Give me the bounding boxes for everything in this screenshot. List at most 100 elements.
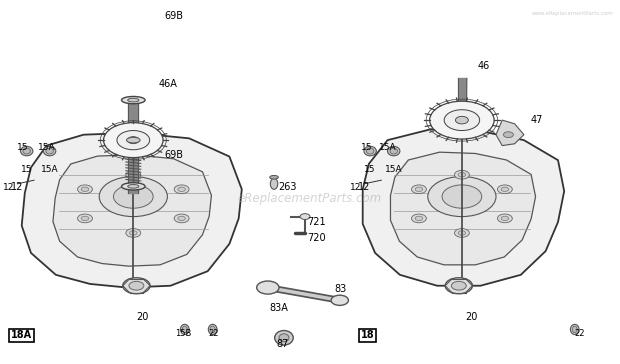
Circle shape <box>117 131 149 150</box>
Circle shape <box>174 214 189 223</box>
Text: 263: 263 <box>278 182 296 193</box>
Ellipse shape <box>122 96 145 104</box>
Text: 20: 20 <box>465 312 477 322</box>
Text: 12: 12 <box>11 182 24 193</box>
Ellipse shape <box>43 146 56 156</box>
Text: 12: 12 <box>350 183 361 192</box>
Ellipse shape <box>122 183 145 190</box>
Circle shape <box>178 187 185 191</box>
Text: 15B: 15B <box>175 329 191 337</box>
Circle shape <box>497 214 512 223</box>
Ellipse shape <box>570 324 579 335</box>
Text: 15: 15 <box>361 143 373 152</box>
Ellipse shape <box>275 331 293 345</box>
Ellipse shape <box>180 324 189 335</box>
Polygon shape <box>391 152 536 265</box>
Circle shape <box>501 187 508 191</box>
Ellipse shape <box>270 178 278 189</box>
Text: 22: 22 <box>209 329 219 337</box>
Circle shape <box>442 185 482 208</box>
Circle shape <box>430 101 494 139</box>
Circle shape <box>412 214 427 223</box>
Ellipse shape <box>366 148 374 154</box>
Ellipse shape <box>270 175 278 179</box>
Ellipse shape <box>20 146 33 156</box>
Circle shape <box>451 281 466 290</box>
Circle shape <box>81 187 89 191</box>
Ellipse shape <box>128 98 139 102</box>
Circle shape <box>81 216 89 221</box>
Circle shape <box>415 216 423 221</box>
Text: 69B: 69B <box>164 11 184 21</box>
Circle shape <box>130 231 137 235</box>
Text: 721: 721 <box>307 217 326 227</box>
Text: 15: 15 <box>17 143 29 152</box>
Text: 46A: 46A <box>158 79 177 89</box>
Circle shape <box>497 185 512 194</box>
Text: www.eReplacementParts.com: www.eReplacementParts.com <box>532 11 614 16</box>
Text: 18: 18 <box>361 331 374 340</box>
Ellipse shape <box>364 146 376 156</box>
Polygon shape <box>22 133 242 288</box>
Text: 720: 720 <box>307 233 326 244</box>
Circle shape <box>300 214 310 219</box>
Text: 83: 83 <box>335 284 347 294</box>
Text: 12: 12 <box>358 182 371 193</box>
Circle shape <box>412 185 427 194</box>
Ellipse shape <box>182 326 187 333</box>
Circle shape <box>428 177 496 217</box>
Circle shape <box>454 229 469 237</box>
Text: 46: 46 <box>477 60 490 71</box>
Circle shape <box>123 278 150 294</box>
Ellipse shape <box>572 326 577 333</box>
Circle shape <box>174 185 189 194</box>
Polygon shape <box>363 129 564 286</box>
Text: 15A: 15A <box>38 143 55 152</box>
Polygon shape <box>53 155 211 266</box>
Ellipse shape <box>390 148 397 154</box>
Ellipse shape <box>46 148 53 154</box>
Text: 69B: 69B <box>164 150 184 160</box>
Text: 47: 47 <box>530 115 542 125</box>
Circle shape <box>331 295 348 305</box>
Text: 20: 20 <box>136 312 149 322</box>
Ellipse shape <box>23 148 30 154</box>
Circle shape <box>126 170 141 179</box>
Circle shape <box>444 110 480 131</box>
Circle shape <box>113 185 153 208</box>
Text: 15: 15 <box>365 165 376 174</box>
Circle shape <box>445 278 472 294</box>
Text: 87: 87 <box>276 339 288 349</box>
Circle shape <box>126 229 141 237</box>
Circle shape <box>415 187 423 191</box>
Text: 15A: 15A <box>379 143 397 152</box>
Polygon shape <box>496 120 524 146</box>
Circle shape <box>78 214 92 223</box>
Ellipse shape <box>210 326 215 333</box>
Circle shape <box>456 116 468 124</box>
Ellipse shape <box>388 146 400 156</box>
Text: 15: 15 <box>21 165 32 174</box>
Circle shape <box>458 231 466 235</box>
Ellipse shape <box>208 324 217 335</box>
Circle shape <box>501 216 508 221</box>
Circle shape <box>130 173 137 177</box>
Circle shape <box>454 170 469 179</box>
Ellipse shape <box>126 138 140 143</box>
Text: eReplacementParts.com: eReplacementParts.com <box>238 192 382 205</box>
Circle shape <box>503 132 513 138</box>
Text: 15A: 15A <box>385 165 402 174</box>
Text: 15A: 15A <box>41 165 58 174</box>
Ellipse shape <box>128 185 139 188</box>
Ellipse shape <box>279 334 289 342</box>
Text: 12: 12 <box>3 183 14 192</box>
Circle shape <box>78 185 92 194</box>
Text: 18A: 18A <box>11 331 32 340</box>
Text: 83A: 83A <box>270 302 288 313</box>
Circle shape <box>127 136 140 144</box>
Circle shape <box>257 281 279 294</box>
Circle shape <box>129 281 144 290</box>
Text: 22: 22 <box>575 329 585 337</box>
Circle shape <box>458 173 466 177</box>
Circle shape <box>178 216 185 221</box>
